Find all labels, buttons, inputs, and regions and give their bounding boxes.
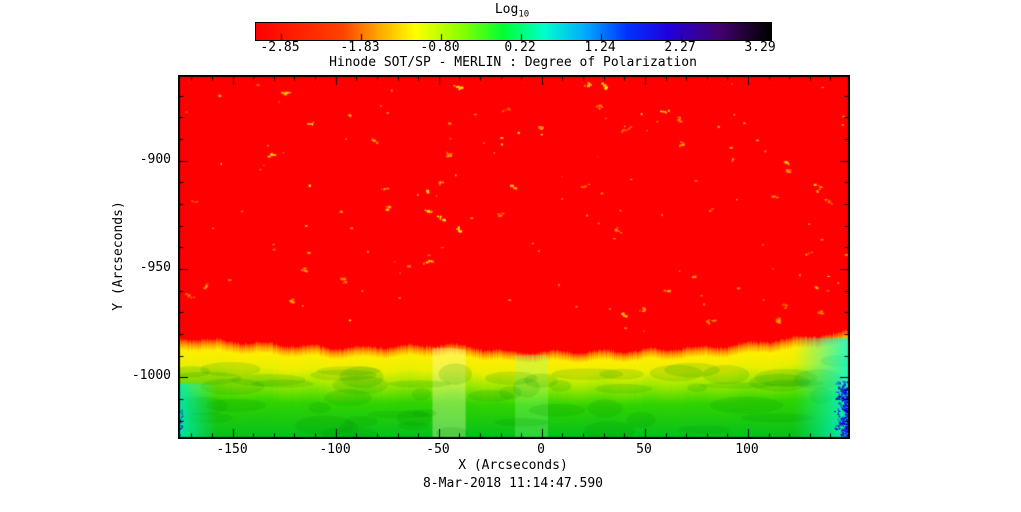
colorbar-tick-label: 1.24	[584, 40, 616, 55]
x-tick-label: -150	[216, 442, 248, 457]
colorbar-tick-label: 0.22	[504, 40, 536, 55]
x-tick-label: 50	[636, 442, 652, 457]
x-tick-label: -50	[426, 442, 450, 457]
y-tick-label: -900	[139, 152, 171, 167]
x-tick-label: -100	[319, 442, 351, 457]
y-tick-label: -950	[139, 260, 171, 275]
colorbar-title: Log10	[412, 2, 612, 23]
colorbar-title-text: Log	[494, 2, 519, 17]
colorbar-title-subscript: 10	[518, 9, 530, 20]
x-tick-label: 0	[537, 442, 545, 457]
y-tick-label: -1000	[131, 368, 171, 383]
x-tick-label: 100	[735, 442, 759, 457]
heatmap-canvas	[178, 75, 850, 439]
x-axis-label: X (Arcseconds)	[458, 458, 568, 473]
timestamp: 8-Mar-2018 11:14:47.590	[422, 476, 603, 491]
colorbar-tick-label: 2.27	[664, 40, 696, 55]
plot-title: Hinode SOT/SP - MERLIN : Degree of Polar…	[329, 55, 697, 70]
colorbar-tick-label: 3.29	[744, 40, 776, 55]
colorbar-gradient	[255, 22, 772, 41]
colorbar-tick-label: -0.80	[420, 40, 460, 55]
y-axis-label: Y (Arcseconds)	[111, 201, 126, 311]
colorbar-tick-label: -2.85	[260, 40, 300, 55]
colorbar-tick-label: -1.83	[340, 40, 380, 55]
